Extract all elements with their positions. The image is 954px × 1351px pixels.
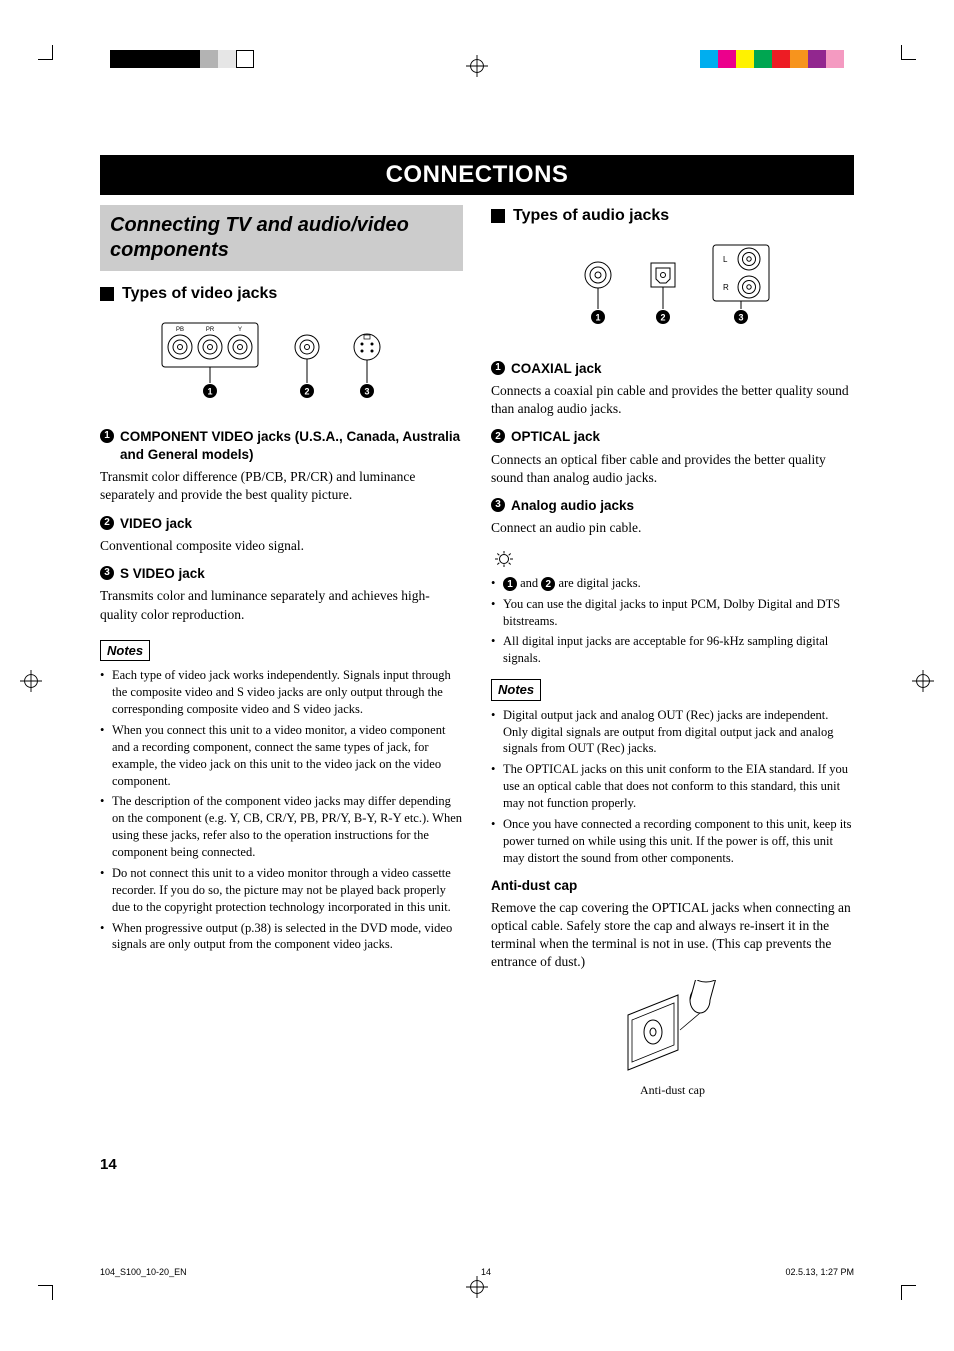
enum-title: VIDEO jack (120, 515, 192, 533)
right-column: Types of audio jacks 1 2 (491, 205, 854, 1116)
registration-mark (466, 1276, 488, 1298)
enum-number-icon: 1 (491, 361, 505, 375)
notes-heading: Notes (100, 640, 150, 662)
left-column: Connecting TV and audio/video components… (100, 205, 463, 1116)
video-jacks-diagram: PB PR Y 1 2 (100, 315, 463, 410)
enum-number-icon: 3 (100, 566, 114, 580)
notes-list: Digital output jack and analog OUT (Rec)… (491, 707, 854, 867)
crop-mark (901, 1285, 916, 1300)
note-item: The OPTICAL jacks on this unit conform t… (491, 761, 854, 812)
note-item: You can use the digital jacks to input P… (491, 596, 854, 630)
tips-list: 1 and 2 are digital jacks. You can use th… (491, 575, 854, 667)
note-item: Once you have connected a recording comp… (491, 816, 854, 867)
svg-text:PR: PR (205, 327, 214, 333)
subheading-video-jacks: Types of video jacks (100, 283, 463, 305)
svg-text:3: 3 (364, 386, 369, 396)
enum-body: Conventional composite video signal. (100, 537, 463, 555)
enum-heading: 1 COMPONENT VIDEO jacks (U.S.A., Canada, … (100, 428, 463, 464)
antidust-diagram: Anti-dust cap (491, 980, 854, 1098)
note-item: 1 and 2 are digital jacks. (491, 575, 854, 592)
note-item: Each type of video jack works independen… (100, 667, 463, 718)
enum-body: Connect an audio pin cable. (491, 519, 854, 537)
antidust-heading: Anti-dust cap (491, 877, 854, 895)
subheading-label: Types of audio jacks (513, 205, 669, 227)
footer-timestamp: 02.5.13, 1:27 PM (785, 1267, 854, 1277)
enum-title: S VIDEO jack (120, 565, 205, 583)
subheading-audio-jacks: Types of audio jacks (491, 205, 854, 227)
svg-text:R: R (723, 283, 729, 292)
enum-heading: 3 Analog audio jacks (491, 497, 854, 515)
crop-mark (38, 1285, 53, 1300)
note-item: All digital input jacks are acceptable f… (491, 633, 854, 667)
enum-number-icon: 2 (491, 429, 505, 443)
note-item: Do not connect this unit to a video moni… (100, 865, 463, 916)
enum-number-icon: 2 (100, 516, 114, 530)
page-title: CONNECTIONS (100, 155, 854, 195)
enum-title: Analog audio jacks (511, 497, 634, 515)
enum-body: Transmit color difference (PB/CB, PR/CR)… (100, 468, 463, 504)
enum-heading: 3 S VIDEO jack (100, 565, 463, 583)
enum-title: OPTICAL jack (511, 428, 600, 446)
svg-text:L: L (723, 255, 728, 264)
subheading-label: Types of video jacks (122, 283, 277, 305)
svg-text:1: 1 (207, 386, 212, 396)
svg-text:1: 1 (595, 312, 600, 322)
footer-filename: 104_S100_10-20_EN (100, 1267, 187, 1277)
footer-page: 14 (481, 1267, 491, 1277)
tip-icon (491, 550, 517, 573)
enum-title: COAXIAL jack (511, 360, 602, 378)
enum-heading: 2 OPTICAL jack (491, 428, 854, 446)
svg-text:2: 2 (304, 386, 309, 396)
enum-heading: 2 VIDEO jack (100, 515, 463, 533)
enum-body: Transmits color and luminance separately… (100, 587, 463, 623)
note-item: The description of the component video j… (100, 793, 463, 861)
notes-heading: Notes (491, 679, 541, 701)
enum-number-icon: 3 (491, 498, 505, 512)
svg-text:PB: PB (175, 327, 183, 333)
page-number: 14 (100, 1156, 854, 1173)
notes-list: Each type of video jack works independen… (100, 667, 463, 953)
enum-number-icon: 1 (100, 429, 114, 443)
audio-jacks-diagram: 1 2 L R 3 (491, 237, 854, 342)
section-heading: Connecting TV and audio/video components (100, 205, 463, 271)
svg-text:3: 3 (738, 312, 743, 322)
note-item: When you connect this unit to a video mo… (100, 722, 463, 790)
enum-body: Connects a coaxial pin cable and provide… (491, 382, 854, 418)
svg-text:2: 2 (660, 312, 665, 322)
note-item: Digital output jack and analog OUT (Rec)… (491, 707, 854, 758)
antidust-body: Remove the cap covering the OPTICAL jack… (491, 899, 854, 972)
antidust-caption: Anti-dust cap (491, 1082, 854, 1098)
footer: 104_S100_10-20_EN 14 02.5.13, 1:27 PM (100, 1267, 854, 1277)
page: CONNECTIONS Connecting TV and audio/vide… (0, 0, 954, 1233)
svg-text:Y: Y (237, 327, 241, 333)
enum-body: Connects an optical fiber cable and prov… (491, 451, 854, 487)
enum-title: COMPONENT VIDEO jacks (U.S.A., Canada, A… (120, 428, 463, 464)
enum-heading: 1 COAXIAL jack (491, 360, 854, 378)
note-item: When progressive output (p.38) is select… (100, 920, 463, 954)
